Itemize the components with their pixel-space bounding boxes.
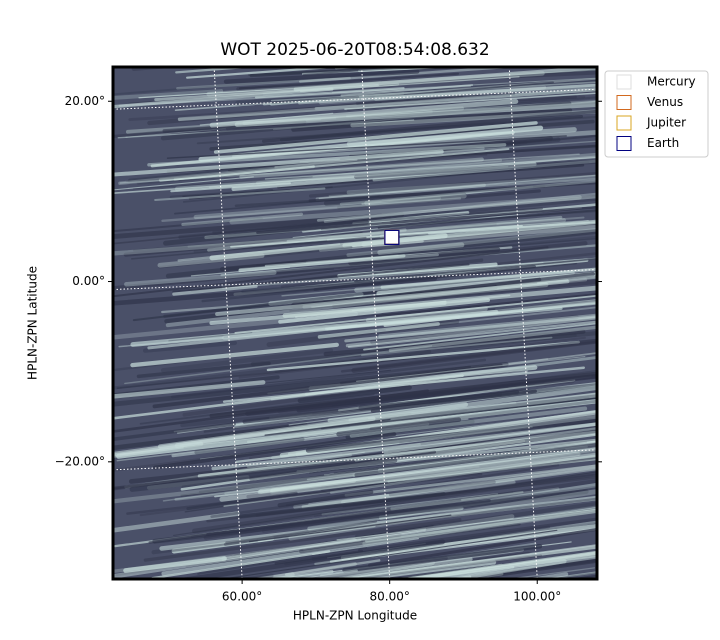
legend-swatch bbox=[616, 115, 632, 131]
y-tick-label: 20.00° bbox=[65, 94, 105, 108]
grid bbox=[113, 67, 597, 579]
grid-line bbox=[213, 67, 243, 579]
legend-label: Venus bbox=[647, 95, 683, 109]
grid-line bbox=[113, 269, 597, 291]
legend-swatch bbox=[616, 95, 632, 110]
y-tick-label: 0.00° bbox=[72, 274, 105, 288]
legend-swatch bbox=[616, 136, 632, 151]
image bbox=[113, 67, 597, 579]
grid-line bbox=[361, 67, 391, 579]
y-tick-label: −20.00° bbox=[55, 454, 105, 468]
x-tick-label: 60.00° bbox=[222, 590, 262, 604]
chart-title: WOT 2025-06-20T08:54:08.632 bbox=[220, 40, 489, 60]
y-axis-label: HPLN-ZPN Latitude bbox=[26, 266, 40, 380]
grid-line bbox=[508, 67, 538, 579]
legend-label: Mercury bbox=[647, 75, 696, 89]
x-axis-label: HPLN-ZPN Longitude bbox=[293, 609, 417, 623]
legend bbox=[604, 70, 709, 158]
grid-line bbox=[113, 449, 597, 471]
plot-frame bbox=[111, 65, 599, 581]
x-tick-label: 80.00° bbox=[369, 590, 409, 604]
legend-label: Jupiter bbox=[646, 116, 686, 130]
legend-swatch bbox=[616, 74, 632, 90]
planet-marker bbox=[384, 229, 400, 245]
x-tick-label: 100.00° bbox=[513, 590, 561, 604]
planet-marker bbox=[384, 229, 400, 245]
legend-label: Earth bbox=[647, 136, 679, 150]
grid-line bbox=[113, 88, 597, 110]
